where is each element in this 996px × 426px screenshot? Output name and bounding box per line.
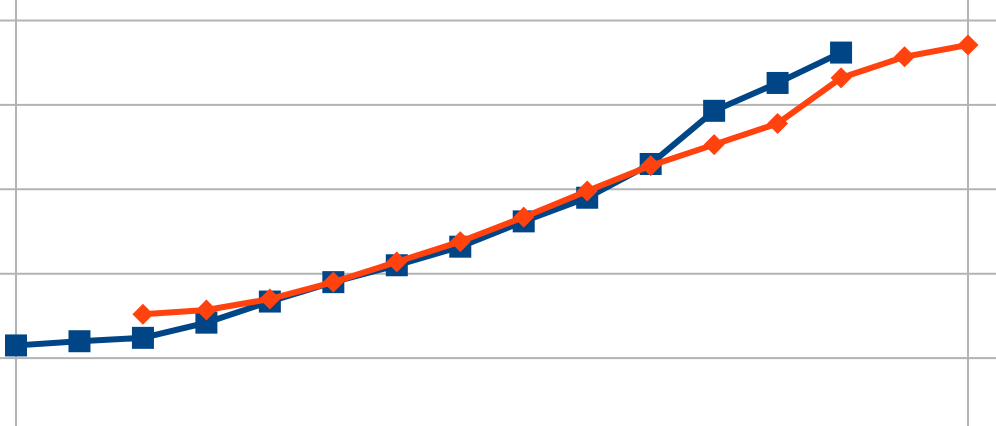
data-point [513, 206, 535, 228]
data-point [5, 334, 27, 357]
data-point [703, 134, 725, 156]
axes [15, 0, 969, 426]
data-point [68, 330, 91, 353]
series-2 [132, 34, 979, 325]
data-point [957, 34, 979, 56]
data-point [195, 311, 218, 334]
gridlines [0, 19, 996, 360]
series-layer [5, 34, 979, 357]
data-point [767, 112, 789, 134]
data-point [131, 326, 154, 349]
data-point [259, 288, 281, 310]
data-point [322, 271, 344, 293]
series-2-line [139, 41, 971, 318]
data-point [132, 303, 154, 325]
data-point [386, 251, 408, 273]
data-point [830, 41, 853, 64]
series-1-line [13, 49, 845, 349]
data-point [195, 299, 217, 321]
data-point [449, 231, 471, 253]
data-point [766, 71, 789, 94]
data-point [703, 99, 726, 122]
data-point [894, 46, 916, 68]
data-point [640, 155, 662, 177]
series-1 [5, 41, 853, 357]
data-point [576, 180, 598, 202]
data-point [830, 67, 852, 89]
